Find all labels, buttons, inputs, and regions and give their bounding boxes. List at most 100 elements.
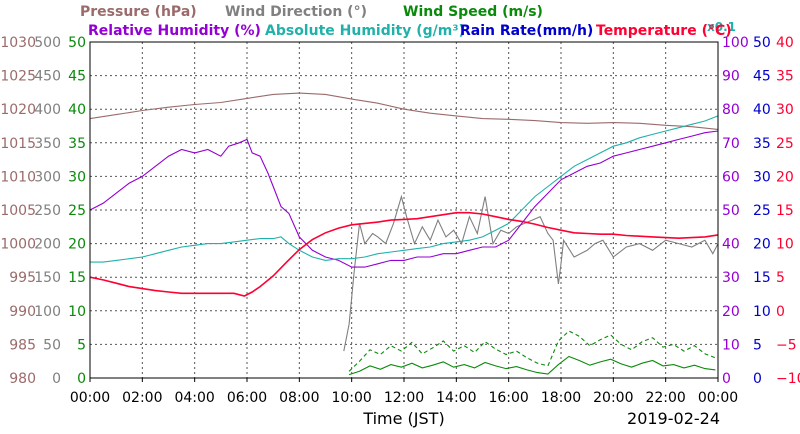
- legend-wind-speed: Wind Speed (m/s): [403, 4, 543, 20]
- wind-direction-tick-label: 100: [34, 304, 61, 320]
- humidity-tick-label: 100: [722, 35, 749, 51]
- temperature-tick-label: 35: [776, 69, 794, 85]
- humidity-tick-label: 80: [722, 102, 740, 118]
- pressure-tick-label: 1005: [0, 203, 36, 219]
- grid: [90, 42, 718, 378]
- x-tick-label: 20:00: [593, 390, 633, 406]
- rain-tick-label: 45: [753, 69, 771, 85]
- rain-tick-label: 0: [753, 371, 762, 387]
- rain-tick-label: 35: [753, 136, 771, 152]
- pressure-tick-label: 1000: [0, 237, 36, 253]
- series-relative-humidity: [89, 130, 719, 268]
- pressure-tick-label: 1030: [0, 35, 36, 51]
- wind-direction-tick-label: 300: [34, 169, 61, 185]
- rain-tick-label: 40: [753, 102, 771, 118]
- wind-speed-tick-label: 5: [77, 337, 86, 353]
- temperature-tick-label: 25: [776, 136, 794, 152]
- series-layer: [89, 92, 719, 379]
- wind-direction-tick-label: 500: [34, 35, 61, 51]
- humidity-tick-label: 10: [722, 337, 740, 353]
- x-tick-label: 00:00: [698, 390, 738, 406]
- x-axis: 00:00 02:00 04:00 06:00 08:00 10:00 12:00 14:00…: [70, 378, 738, 406]
- x-tick-label: 02:00: [122, 390, 162, 406]
- x-tick-label: 12:00: [384, 390, 424, 406]
- humidity-tick-label: 30: [722, 270, 740, 286]
- wind-speed-tick-label: 25: [68, 203, 86, 219]
- temperature-tick-label: −10: [776, 371, 800, 387]
- x-tick-label: 10:00: [331, 390, 371, 406]
- x-tick-label: 22:00: [645, 390, 685, 406]
- x-tick-label: 14:00: [436, 390, 476, 406]
- x-tick-label: 04:00: [174, 390, 214, 406]
- legend-rain-rate: Rain Rate(mm/h): [460, 23, 593, 39]
- rain-tick-label: 50: [753, 35, 771, 51]
- legend: Pressure (hPa) Wind Direction (°) Wind S…: [80, 4, 736, 39]
- pressure-tick-label: 1010: [0, 169, 36, 185]
- legend-pressure: Pressure (hPa): [80, 4, 197, 20]
- series-absolute-humidity: [90, 115, 719, 263]
- y-axes: 9809859909951000100510101015102010251030…: [0, 35, 800, 387]
- pressure-tick-label: 1025: [0, 69, 36, 85]
- wind-speed-tick-label: 0: [77, 371, 86, 387]
- wind-speed-tick-label: 15: [68, 270, 86, 286]
- wind-direction-tick-label: 350: [34, 136, 61, 152]
- humidity-tick-label: 60: [722, 169, 740, 185]
- wind-speed-tick-label: 35: [68, 136, 86, 152]
- wind-speed-tick-label: 40: [68, 102, 86, 118]
- wind-direction-tick-label: 50: [43, 337, 61, 353]
- legend-temperature: Temperature (°C): [596, 23, 732, 39]
- humidity-tick-label: 0: [722, 371, 731, 387]
- wind-direction-tick-label: 200: [34, 237, 61, 253]
- wind-speed-tick-label: 10: [68, 304, 86, 320]
- wind-direction-tick-label: 450: [34, 69, 61, 85]
- wind-speed-tick-label: 30: [68, 169, 86, 185]
- series-temperature: [89, 211, 719, 297]
- temperature-tick-label: 40: [776, 35, 794, 51]
- humidity-tick-label: 20: [722, 304, 740, 320]
- pressure-tick-label: 1015: [0, 136, 36, 152]
- x-tick-label: 08:00: [279, 390, 319, 406]
- legend-absolute-humidity: Absolute Humidity (g/m³): [265, 23, 465, 39]
- wind-speed-tick-label: 20: [68, 237, 86, 253]
- temperature-tick-label: 10: [776, 237, 794, 253]
- x-tick-label: 00:00: [70, 390, 110, 406]
- x-axis-label: Time (JST): [362, 409, 444, 428]
- series-wind-direction: [343, 194, 719, 352]
- temperature-tick-label: 30: [776, 102, 794, 118]
- temperature-tick-label: −5: [776, 337, 797, 353]
- rain-tick-label: 10: [753, 304, 771, 320]
- x-tick-label: 18:00: [541, 390, 581, 406]
- legend-abs-humidity-scale: x0.1: [707, 20, 736, 34]
- pressure-tick-label: 1020: [0, 102, 36, 118]
- temperature-tick-label: 5: [776, 270, 785, 286]
- legend-relative-humidity: Relative Humidity (%): [88, 23, 261, 39]
- series-wind-speed-avg: [348, 355, 716, 376]
- wind-direction-tick-label: 0: [52, 371, 61, 387]
- wind-speed-tick-label: 50: [68, 35, 86, 51]
- x-tick-label: 06:00: [227, 390, 267, 406]
- humidity-tick-label: 40: [722, 237, 740, 253]
- series-wind-speed-gust: [348, 330, 716, 372]
- rain-tick-label: 25: [753, 203, 771, 219]
- legend-wind-direction: Wind Direction (°): [225, 4, 367, 20]
- pressure-tick-label: 990: [9, 304, 36, 320]
- rain-tick-label: 30: [753, 169, 771, 185]
- rain-tick-label: 15: [753, 270, 771, 286]
- series-pressure: [89, 92, 719, 130]
- humidity-tick-label: 70: [722, 136, 740, 152]
- wind-speed-tick-label: 45: [68, 69, 86, 85]
- wind-direction-tick-label: 250: [34, 203, 61, 219]
- rain-tick-label: 20: [753, 237, 771, 253]
- wind-direction-tick-label: 400: [34, 102, 61, 118]
- temperature-tick-label: 15: [776, 203, 794, 219]
- x-tick-label: 16:00: [488, 390, 528, 406]
- plot-frame: [89, 41, 719, 379]
- pressure-tick-label: 995: [9, 270, 36, 286]
- wind-direction-tick-label: 150: [34, 270, 61, 286]
- pressure-tick-label: 980: [9, 371, 36, 387]
- temperature-tick-label: 0: [776, 304, 785, 320]
- humidity-tick-label: 90: [722, 69, 740, 85]
- date-label: 2019-02-24: [627, 409, 720, 428]
- humidity-tick-label: 50: [722, 203, 740, 219]
